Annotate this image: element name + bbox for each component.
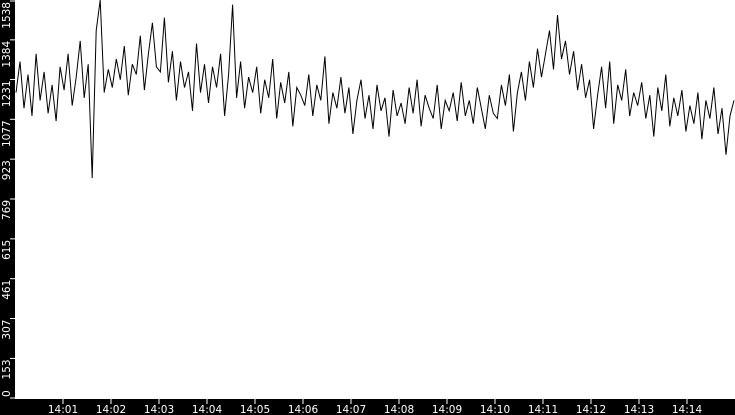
x-tick-label: 14:04 — [192, 404, 223, 415]
y-tick-label: 923 — [1, 160, 13, 180]
y-axis: 0 153 307 461 615 769 923 1077 1231 1384 1538 — [1, 0, 15, 399]
y-tick-label: 153 — [1, 359, 13, 379]
x-tick-label: 14:05 — [240, 404, 270, 415]
y-tick-label: 769 — [1, 200, 13, 220]
x-tick-label: 14:09 — [432, 404, 462, 415]
y-tick-label: 1077 — [1, 120, 13, 147]
x-tick-label: 14:10 — [480, 404, 510, 415]
y-tick-label: 1538 — [1, 2, 13, 29]
x-tick-label: 14:08 — [384, 404, 414, 415]
y-tick-label: 1231 — [1, 80, 13, 107]
y-tick-label: 307 — [1, 320, 13, 340]
x-tick-label: 14:11 — [528, 404, 558, 415]
x-tick-label: 14:01 — [48, 404, 78, 415]
x-tick-label: 14:12 — [576, 404, 606, 415]
series-group — [15, 0, 735, 179]
y-tick-label: 461 — [1, 280, 13, 300]
x-tick-label: 14:14 — [672, 404, 703, 415]
plot-area — [15, 0, 735, 399]
x-tick-label: 14:06 — [288, 404, 319, 415]
x-tick-label: 14:03 — [144, 404, 174, 415]
y-tick-label: 615 — [1, 240, 13, 260]
y-tick-label: 1384 — [1, 41, 13, 68]
y-tick-label: 0 — [1, 390, 13, 397]
x-tick-label: 14:07 — [336, 404, 366, 415]
x-tick-label: 14:13 — [624, 404, 654, 415]
series-line-0 — [15, 0, 735, 179]
x-axis: 14:01 14:02 14:03 14:04 14:05 14:06 14:07 14:08… — [48, 399, 703, 415]
x-tick-label: 14:02 — [96, 404, 126, 415]
